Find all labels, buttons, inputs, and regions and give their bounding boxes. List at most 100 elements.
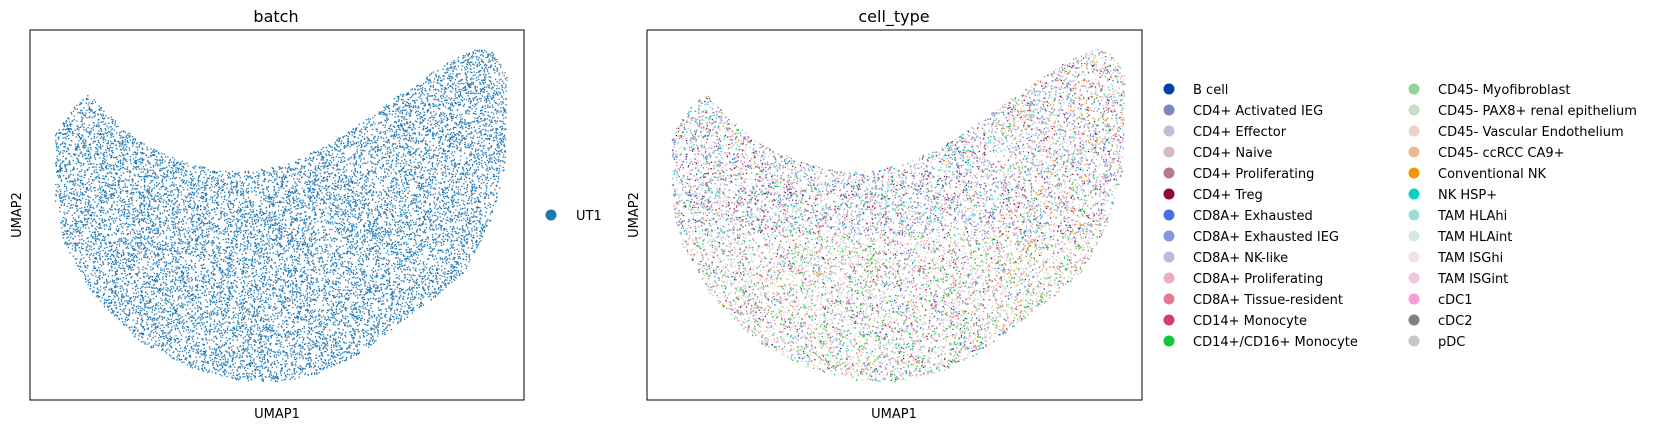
data-point bbox=[236, 228, 238, 230]
data-point bbox=[227, 246, 229, 248]
data-point bbox=[445, 136, 447, 138]
data-point bbox=[154, 343, 156, 345]
data-point bbox=[323, 166, 325, 168]
data-point bbox=[202, 237, 204, 239]
data-point bbox=[187, 290, 189, 292]
data-point bbox=[349, 269, 352, 271]
data-point bbox=[462, 244, 464, 246]
data-point bbox=[454, 230, 456, 233]
data-point bbox=[419, 121, 421, 123]
data-point bbox=[450, 116, 452, 118]
data-point bbox=[87, 147, 89, 149]
data-point bbox=[392, 228, 394, 230]
data-point bbox=[314, 266, 317, 268]
data-point bbox=[176, 327, 179, 330]
data-point bbox=[156, 261, 158, 263]
data-point bbox=[127, 260, 130, 263]
data-point bbox=[59, 152, 61, 154]
data-point bbox=[501, 103, 503, 105]
data-point bbox=[324, 250, 327, 253]
data-point bbox=[408, 289, 411, 291]
data-point bbox=[142, 332, 144, 335]
data-point bbox=[343, 237, 345, 239]
data-point bbox=[215, 335, 217, 337]
data-point bbox=[139, 242, 142, 244]
data-point bbox=[378, 214, 380, 217]
data-point bbox=[384, 130, 386, 133]
data-point bbox=[197, 287, 199, 289]
data-point bbox=[112, 298, 114, 300]
data-point bbox=[85, 275, 87, 277]
data-point bbox=[180, 194, 183, 196]
data-point bbox=[324, 317, 326, 319]
data-point bbox=[463, 239, 465, 241]
data-point bbox=[493, 160, 495, 162]
data-point bbox=[288, 233, 290, 235]
data-point bbox=[164, 302, 166, 304]
data-point bbox=[380, 313, 382, 315]
data-point bbox=[308, 190, 310, 192]
data-point bbox=[92, 242, 95, 244]
data-point bbox=[169, 314, 171, 316]
data-point bbox=[493, 169, 495, 171]
data-point bbox=[346, 176, 348, 178]
data-point bbox=[323, 335, 325, 337]
data-point bbox=[87, 217, 89, 220]
data-point bbox=[106, 210, 109, 212]
data-point bbox=[146, 273, 148, 275]
data-point bbox=[490, 135, 492, 137]
data-point bbox=[286, 241, 289, 243]
data-point bbox=[100, 152, 102, 154]
data-point bbox=[141, 176, 143, 178]
data-point bbox=[466, 88, 468, 91]
data-point bbox=[129, 160, 132, 162]
data-point bbox=[175, 169, 177, 171]
data-point bbox=[439, 258, 442, 260]
data-point bbox=[231, 220, 234, 222]
data-point bbox=[421, 240, 423, 242]
data-point bbox=[156, 158, 158, 161]
data-point bbox=[212, 287, 214, 289]
data-point bbox=[94, 190, 96, 192]
data-point bbox=[271, 232, 274, 234]
data-point bbox=[302, 244, 304, 247]
data-point bbox=[442, 204, 445, 206]
data-point bbox=[397, 107, 399, 109]
data-point bbox=[351, 245, 354, 247]
data-point bbox=[392, 210, 394, 212]
data-point bbox=[93, 140, 95, 142]
data-point bbox=[479, 207, 481, 209]
data-point bbox=[408, 172, 411, 175]
data-point bbox=[424, 219, 426, 221]
data-point bbox=[169, 314, 171, 317]
data-point bbox=[255, 320, 257, 322]
data-point bbox=[366, 232, 369, 234]
data-point bbox=[132, 178, 134, 181]
data-point bbox=[87, 210, 90, 212]
data-point bbox=[276, 176, 278, 178]
data-point bbox=[314, 213, 316, 215]
data-point bbox=[318, 232, 320, 234]
data-point bbox=[400, 315, 403, 317]
data-point bbox=[226, 304, 229, 306]
data-point bbox=[200, 264, 202, 266]
data-point bbox=[329, 254, 331, 256]
data-point bbox=[229, 173, 231, 175]
data-point bbox=[306, 181, 308, 184]
data-point bbox=[250, 337, 252, 339]
data-point bbox=[82, 141, 84, 143]
data-point bbox=[313, 299, 315, 301]
data-point bbox=[326, 311, 328, 314]
data-point bbox=[204, 235, 206, 238]
data-point bbox=[223, 370, 225, 372]
data-point bbox=[315, 345, 317, 347]
data-point bbox=[296, 335, 298, 338]
data-point bbox=[355, 160, 358, 162]
data-point bbox=[390, 328, 393, 331]
data-point bbox=[358, 221, 360, 224]
data-point bbox=[369, 344, 371, 346]
data-point bbox=[440, 91, 442, 93]
data-point bbox=[457, 271, 459, 273]
data-point bbox=[253, 299, 255, 301]
data-point bbox=[376, 237, 378, 239]
